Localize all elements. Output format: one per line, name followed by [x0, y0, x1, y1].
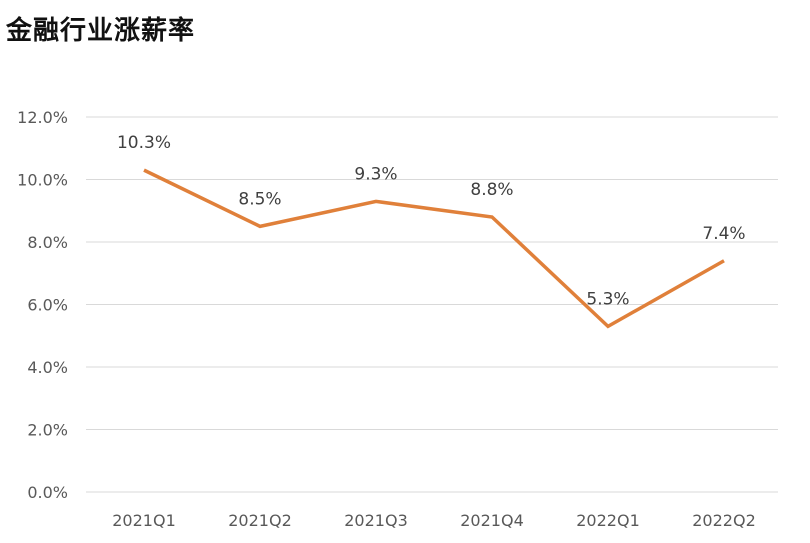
data-label: 8.5% [238, 189, 281, 209]
x-tick-label: 2021Q1 [112, 511, 176, 530]
data-label: 10.3% [117, 133, 171, 153]
series-line [143, 168, 725, 329]
y-tick-label: 4.0% [27, 358, 68, 377]
x-tick-label: 2022Q1 [576, 511, 640, 530]
data-label: 5.3% [586, 289, 629, 309]
x-tick-label: 2022Q2 [692, 511, 756, 530]
chart-title: 金融行业涨薪率 [6, 16, 196, 46]
x-tick-label: 2021Q4 [460, 511, 524, 530]
x-axis: 2021Q1 2021Q2 2021Q3 2021Q4 2022Q1 2022Q2 [112, 511, 756, 530]
y-tick-label: 0.0% [27, 483, 68, 502]
gridlines [86, 116, 778, 493]
series-line-group [143, 168, 725, 329]
y-tick-label: 12.0% [17, 108, 68, 127]
data-labels: 10.3% 8.5% 9.3% 8.8% 5.3% 7.4% [117, 133, 746, 309]
data-label: 9.3% [354, 164, 397, 184]
y-tick-label: 8.0% [27, 233, 68, 252]
y-tick-label: 2.0% [27, 421, 68, 440]
y-axis: 0.0% 2.0% 4.0% 6.0% 8.0% 10.0% 12.0% [17, 108, 68, 502]
data-label: 8.8% [470, 180, 513, 200]
y-tick-label: 10.0% [17, 171, 68, 190]
y-tick-label: 6.0% [27, 296, 68, 315]
data-label: 7.4% [702, 224, 745, 244]
x-tick-label: 2021Q2 [228, 511, 292, 530]
x-tick-label: 2021Q3 [344, 511, 408, 530]
